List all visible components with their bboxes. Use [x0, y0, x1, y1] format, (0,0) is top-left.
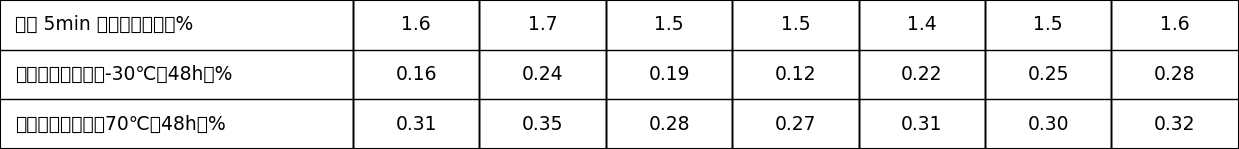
Text: 0.35: 0.35: [522, 115, 564, 134]
Text: 1.6: 1.6: [1160, 15, 1189, 34]
Text: 0.16: 0.16: [395, 65, 437, 84]
Text: 0.32: 0.32: [1154, 115, 1196, 134]
Text: 0.27: 0.27: [774, 115, 817, 134]
Text: 0.12: 0.12: [774, 65, 817, 84]
Text: 0.25: 0.25: [1027, 65, 1069, 84]
Text: 1.5: 1.5: [1033, 15, 1063, 34]
Text: 0.31: 0.31: [395, 115, 437, 134]
Text: 低温尺寸变形率，-30℃，48h，%: 低温尺寸变形率，-30℃，48h，%: [15, 65, 232, 84]
Text: 高温尺寸变形率，70℃，48h，%: 高温尺寸变形率，70℃，48h，%: [15, 115, 225, 134]
Text: 0.30: 0.30: [1027, 115, 1069, 134]
Text: 0.31: 0.31: [901, 115, 943, 134]
Text: 0.28: 0.28: [1154, 65, 1196, 84]
Text: 1.4: 1.4: [907, 15, 937, 34]
Text: 0.22: 0.22: [901, 65, 943, 84]
Text: 0.28: 0.28: [648, 115, 690, 134]
Text: 1.5: 1.5: [654, 15, 684, 34]
Text: 1.5: 1.5: [781, 15, 810, 34]
Text: 0.24: 0.24: [522, 65, 564, 84]
Text: 1.7: 1.7: [528, 15, 558, 34]
Text: 0.19: 0.19: [648, 65, 690, 84]
Text: 1.6: 1.6: [401, 15, 431, 34]
Text: 脱模 5min 后线性膨胀率，%: 脱模 5min 后线性膨胀率，%: [15, 15, 193, 34]
